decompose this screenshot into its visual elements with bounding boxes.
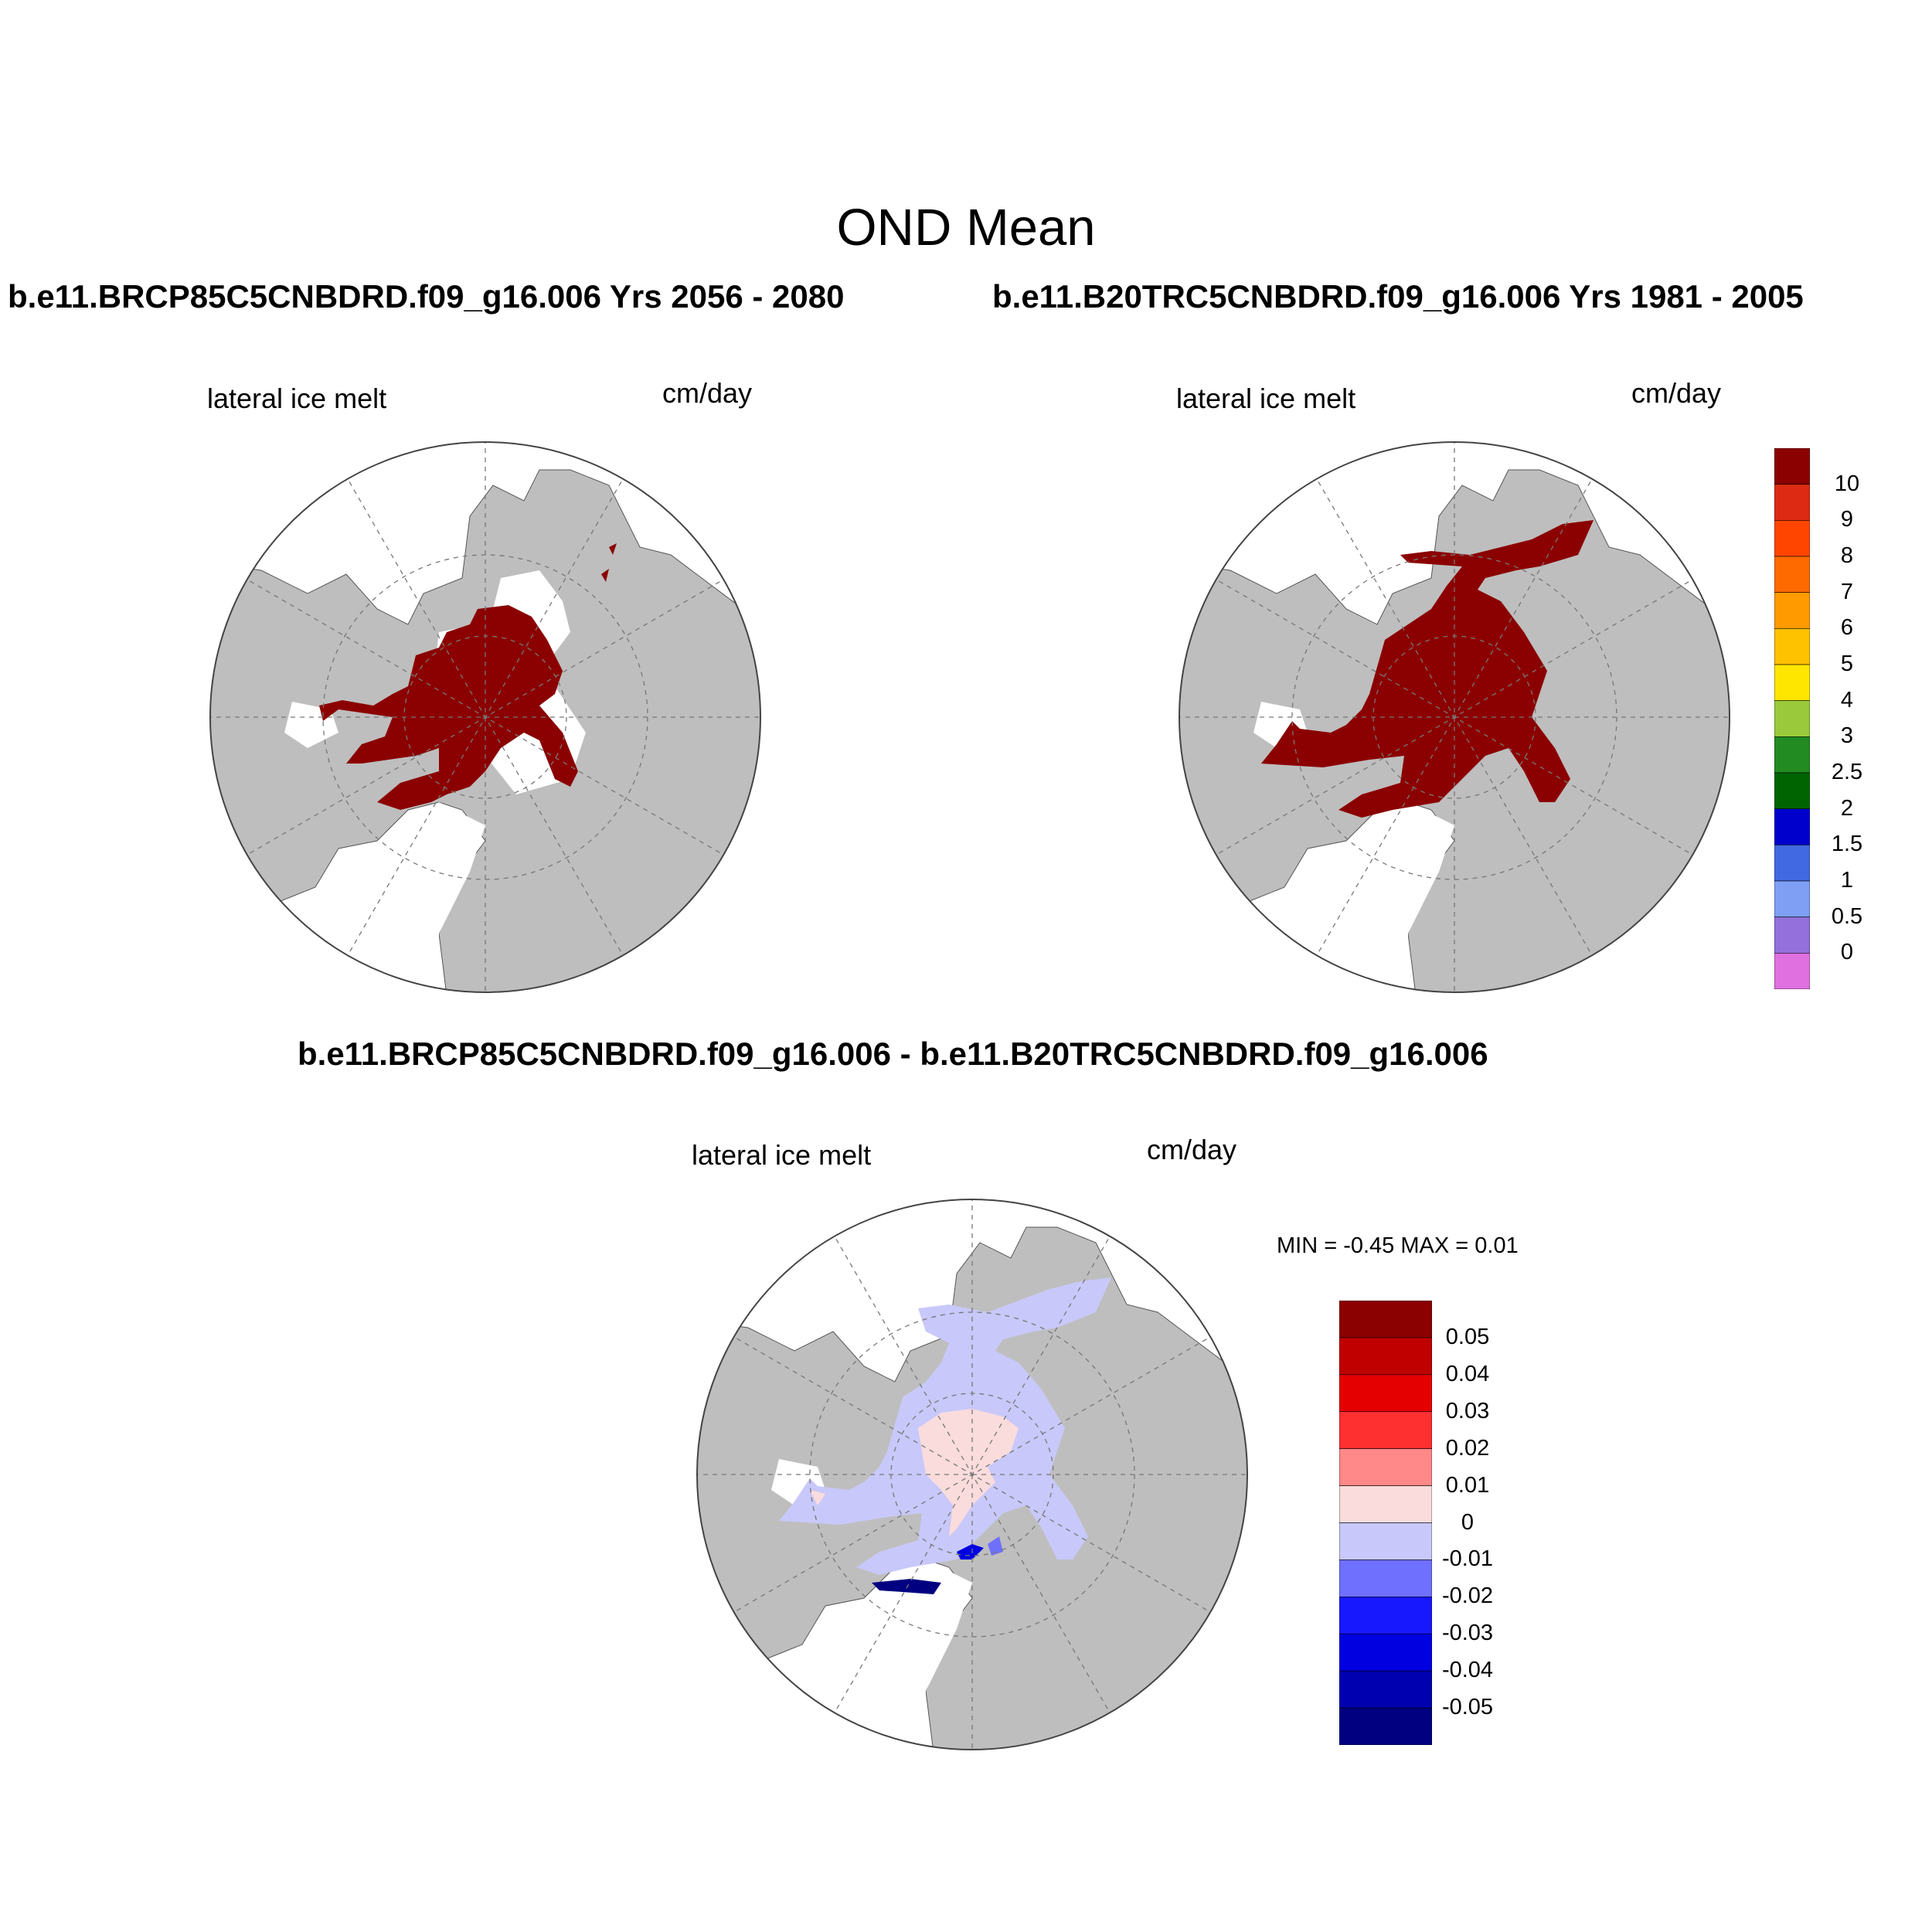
colorbar-swatch [1774,592,1810,629]
figure-title: OND Mean [836,199,1096,257]
strong-negative-region [872,1579,941,1594]
colorbar-swatch [1339,1485,1432,1523]
colorbar-tick-label: 2 [1840,795,1854,821]
panel3-units-label: cm/day [1147,1134,1237,1165]
right-panel-title: b.e11.B20TRC5CNBDRD.f09_g16.006 Yrs 1981… [992,278,1804,315]
colorbar-tick-label: 9 [1840,507,1854,532]
colorbar-tick-label: 0.01 [1445,1472,1490,1498]
left-panel-title: b.e11.BRCP85C5CNBDRD.f09_g16.006 Yrs 205… [8,278,845,315]
colorbar-swatch [1774,845,1810,882]
colorbar-swatch [1339,1707,1432,1745]
colorbar-tick-label: 1 [1840,868,1854,893]
colorbar-tick-label: 0 [1840,940,1854,965]
colorbar-tick-label: 0 [1461,1509,1475,1535]
colorbar-swatch [1774,448,1810,485]
colorbar-top [1774,448,1810,989]
colorbar-swatch [1774,556,1810,593]
colorbar-swatch [1774,808,1810,845]
colorbar-tick-label: 1.5 [1831,832,1863,857]
ice-melt-region [319,605,578,810]
colorbar-swatch [1339,1301,1432,1338]
panel1-variable-label: lateral ice melt [207,383,387,414]
difference-panel-title: b.e11.BRCP85C5CNBDRD.f09_g16.006 - b.e11… [298,1036,1488,1072]
colorbar-tick-label: 6 [1840,615,1854,641]
colorbar-swatch [1339,1633,1432,1672]
colorbar-swatch [1774,520,1810,557]
colorbar-tick-label: 3 [1840,723,1854,749]
colorbar-tick-label: 7 [1840,579,1854,604]
graticule [210,442,760,992]
colorbar-tick-label: -0.04 [1441,1658,1494,1683]
colorbar-swatch [1774,628,1810,665]
colorbar-swatch [1774,736,1810,774]
colorbar-tick-label: 4 [1840,687,1854,713]
positive-difference-region [918,1409,1019,1536]
polar-map-difference [696,1199,1248,1750]
panel2-units-label: cm/day [1631,377,1722,409]
colorbar-tick-label: 8 [1840,543,1854,568]
colorbar-tick-label: 0.02 [1445,1435,1490,1461]
colorbar-tick-label: 0.04 [1445,1361,1490,1386]
colorbar-tick-label: 0.03 [1445,1398,1490,1423]
panel2-variable-label: lateral ice melt [1176,383,1356,414]
colorbar-tick-label: 10 [1834,471,1860,496]
colorbar-swatch [1339,1448,1432,1486]
colorbar-swatch [1774,953,1810,989]
colorbar-swatch [1339,1411,1432,1449]
colorbar-swatch [1774,700,1810,737]
colorbar-tick-label: -0.03 [1441,1621,1494,1646]
colorbar-tick-label: 0.5 [1831,903,1863,929]
colorbar-swatch [1339,1337,1432,1376]
colorbar-swatch [1339,1597,1432,1634]
colorbar-difference [1339,1301,1432,1745]
min-max-stats: MIN = -0.45 MAX = 0.01 [1277,1233,1519,1258]
colorbar-swatch [1774,917,1810,954]
colorbar-tick-label: -0.05 [1441,1695,1494,1720]
colorbar-swatch [1774,484,1810,521]
map-boundary [209,441,761,993]
colorbar-swatch [1774,664,1810,701]
colorbar-tick-label: -0.01 [1441,1546,1494,1572]
colorbar-tick-label: 2.5 [1831,760,1863,784]
colorbar-swatch [1339,1560,1432,1597]
colorbar-tick-label: 0.05 [1445,1324,1490,1349]
polar-map-historical [1179,441,1730,993]
colorbar-swatch [1339,1374,1432,1413]
panel1-units-label: cm/day [662,377,753,409]
polar-map-future [209,441,761,993]
colorbar-swatch [1774,772,1810,809]
colorbar-swatch [1339,1522,1432,1560]
colorbar-tick-label: 5 [1840,651,1854,676]
colorbar-tick-label: -0.02 [1441,1583,1494,1609]
colorbar-swatch [1339,1670,1432,1709]
panel3-variable-label: lateral ice melt [692,1139,872,1171]
colorbar-swatch [1774,880,1810,917]
